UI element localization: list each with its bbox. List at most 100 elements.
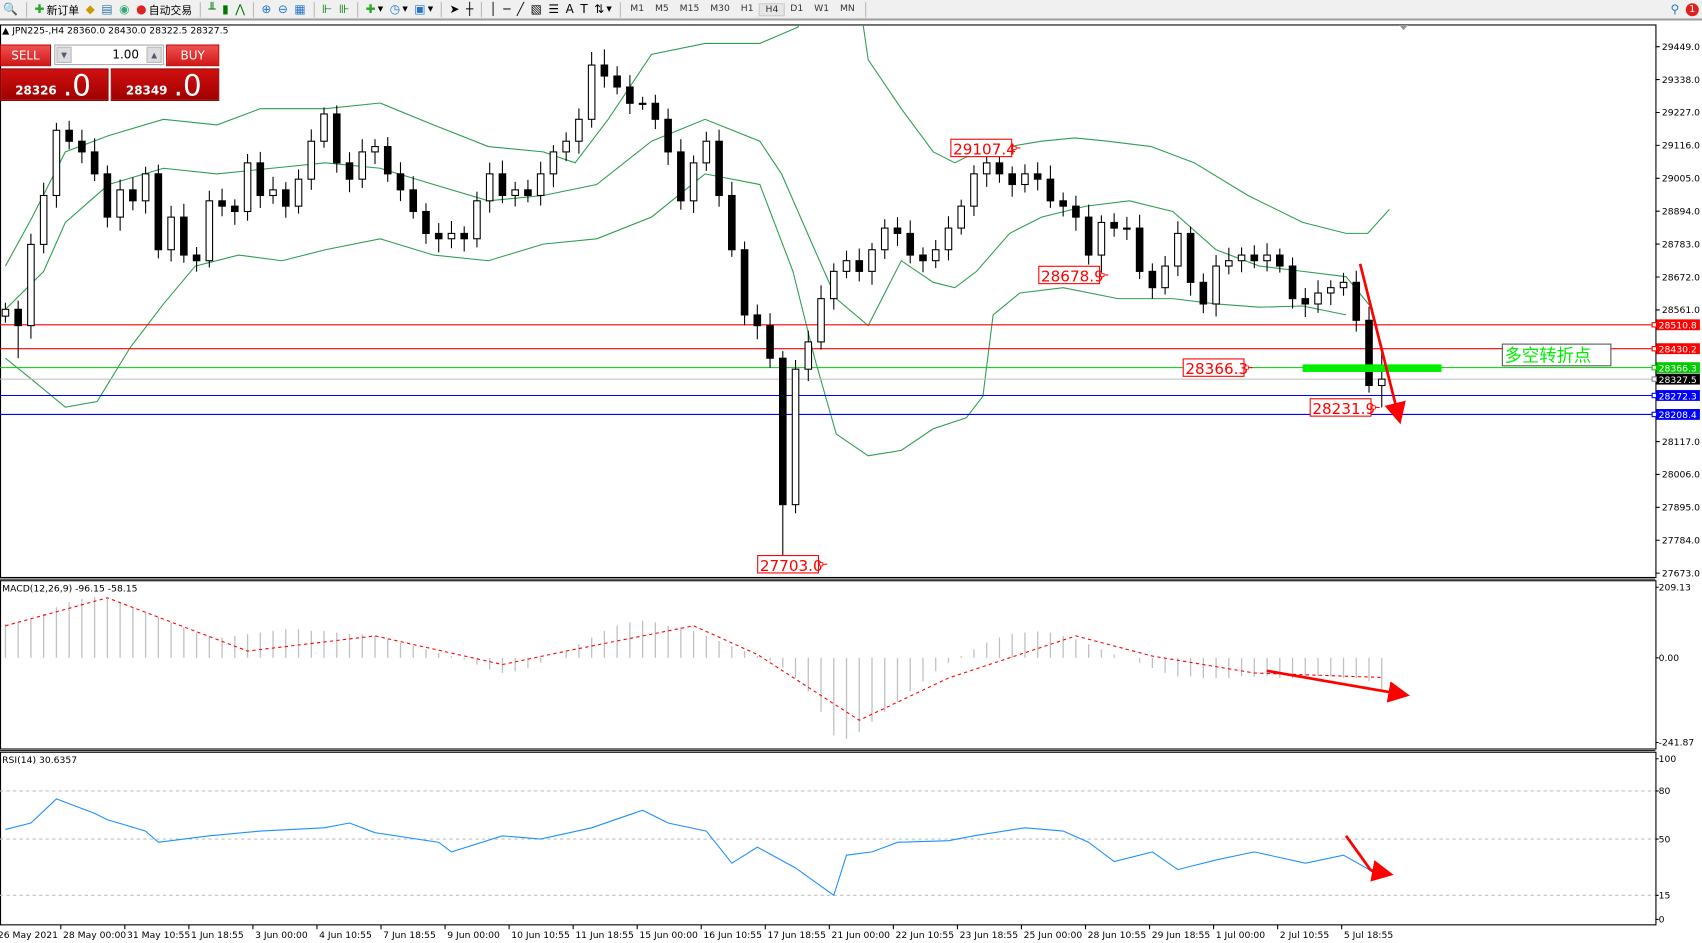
candle-body <box>256 162 265 197</box>
buy-price[interactable]: 28349 .0 <box>110 68 220 103</box>
crosshair-tool[interactable]: ┼ <box>466 1 474 16</box>
candle <box>1339 272 1348 296</box>
candle-body <box>919 254 927 262</box>
candle <box>944 216 953 261</box>
candle-body <box>14 308 22 327</box>
candle <box>957 199 966 235</box>
tile-windows-button[interactable]: ▦ <box>294 1 306 16</box>
candle <box>1250 245 1259 269</box>
candle-body <box>1199 281 1208 305</box>
price-tick-label: 27673.0 <box>1662 568 1700 579</box>
timeframe-h4[interactable]: H4 <box>759 2 785 16</box>
candle-body <box>906 232 915 256</box>
price-line-label: 28327.5 <box>1659 375 1697 386</box>
timeframe-m5[interactable]: M5 <box>654 2 669 14</box>
candle-body <box>485 173 494 202</box>
sell-button[interactable]: SELL <box>0 44 52 67</box>
candle <box>702 131 711 171</box>
sell-price-fraction: .0 <box>62 69 91 104</box>
candle <box>1008 166 1016 197</box>
history-center-button[interactable]: ◆ <box>85 1 95 16</box>
candle <box>1072 195 1080 231</box>
lot-increase-button[interactable]: ▲ <box>146 46 162 63</box>
lot-size-input[interactable]: ▼ 1.00 ▲ <box>54 44 164 66</box>
timeframe-m1[interactable]: M1 <box>630 2 645 14</box>
candle <box>970 165 978 216</box>
timeframe-m30[interactable]: M30 <box>710 2 730 14</box>
templates-button[interactable]: ▣ ▾ <box>414 1 434 16</box>
candle-body <box>868 249 876 272</box>
bar-chart-button[interactable]: ╨ <box>208 1 216 16</box>
down-arrow-rsi <box>1344 835 1373 872</box>
sell-price[interactable]: 28326 .0 <box>0 68 109 104</box>
timeframe-m15[interactable]: M15 <box>679 2 700 14</box>
indicators-button[interactable]: ✚ ▾ <box>365 1 384 16</box>
price-line-label: 28208.4 <box>1659 410 1697 421</box>
price-tick-label: 29338.0 <box>1662 75 1700 86</box>
candle-body <box>524 189 532 197</box>
price-label: 28678.9 <box>1041 267 1104 285</box>
periods-button[interactable]: ◷ ▾ <box>389 1 408 16</box>
zoom-icon[interactable]: 🔍 <box>3 1 19 16</box>
auto-trading-button[interactable]: ● 自动交易 <box>133 1 196 17</box>
text-tool[interactable]: A <box>565 1 574 16</box>
price-label-box <box>1038 265 1101 285</box>
time-tick-label: 15 Jun 00:00 <box>639 930 698 941</box>
candle <box>14 300 22 359</box>
new-order-button[interactable]: ✚ 新订单 <box>31 1 82 17</box>
time-tick-label: 16 Jun 10:55 <box>703 930 762 941</box>
timeframe-d1[interactable]: D1 <box>790 2 804 14</box>
trendline-tool[interactable]: ╱ <box>516 1 525 16</box>
zoom-in-button[interactable]: ⊕ <box>261 1 272 16</box>
text-label-tool[interactable]: T <box>580 1 588 16</box>
buy-button[interactable]: BUY <box>166 44 220 67</box>
one-click-trading-panel: SELL ▼ 1.00 ▲ BUY 28326 .0 28349 .0 <box>0 43 220 104</box>
price-line-label: 28272.3 <box>1659 391 1697 402</box>
lot-decrease-button[interactable]: ▼ <box>56 46 72 63</box>
market-watch-button[interactable]: ▤ <box>101 1 113 16</box>
timeframe-bar: M1 M5 M15 M30 H1 H4 D1 W1 MN <box>625 2 860 16</box>
candle <box>65 120 73 150</box>
arrows-tool[interactable]: ⇅ ▾ <box>594 1 612 16</box>
bollinger-lower-band <box>5 173 1347 457</box>
candle <box>320 107 328 148</box>
fibonacci-tool[interactable]: ☰ <box>548 1 560 16</box>
auto-trading-icon: ● <box>136 1 147 16</box>
candle <box>52 122 61 208</box>
search-icon[interactable]: ⚲ <box>1670 1 1680 16</box>
timeframe-w1[interactable]: W1 <box>814 2 830 14</box>
price-label-anchor <box>1244 365 1249 370</box>
timeframe-mn[interactable]: MN <box>839 2 855 14</box>
time-tick-label: 7 Jun 18:55 <box>383 930 436 941</box>
channel-tool[interactable]: ▧ <box>530 1 542 16</box>
candle <box>842 250 851 279</box>
price-tick-label: 28561.0 <box>1662 305 1700 316</box>
candle-body <box>855 260 864 272</box>
price-line-label-bg <box>1656 409 1700 420</box>
cursor-tool[interactable]: ➤ <box>449 1 460 16</box>
candle-body <box>1352 281 1361 321</box>
timeframe-h1[interactable]: H1 <box>740 2 754 14</box>
vertical-line-tool[interactable]: │ <box>489 1 497 16</box>
candlestick-button[interactable]: ▮ <box>222 1 229 16</box>
line-chart-button[interactable]: ⋀ <box>235 1 246 16</box>
candle-body <box>320 113 328 142</box>
signals-button[interactable]: ◉ <box>119 1 130 16</box>
candle <box>664 108 672 165</box>
divider <box>25 1 27 17</box>
candle-body <box>600 64 609 77</box>
candle <box>39 182 48 254</box>
open-value: 28360.0 <box>67 26 106 37</box>
zoom-out-button[interactable]: ⊖ <box>277 1 288 16</box>
autoscroll-button[interactable]: ⊪ <box>338 1 350 16</box>
chart-area[interactable]: 29449.0 29338.0 29227.0 29116.0 29005.0 28894… <box>0 20 1702 943</box>
notifications-button[interactable]: 1 <box>1683 1 1702 17</box>
chart-shift-button[interactable]: ⊩ <box>321 1 333 16</box>
lot-value[interactable]: 1.00 <box>112 47 139 62</box>
new-order-icon: ✚ <box>34 1 45 16</box>
candle-body <box>358 151 367 180</box>
horizontal-line-tool[interactable]: ─ <box>503 1 511 16</box>
rsi-line <box>5 798 1382 897</box>
low-value: 28322.5 <box>149 26 188 37</box>
candle-body <box>957 205 966 229</box>
